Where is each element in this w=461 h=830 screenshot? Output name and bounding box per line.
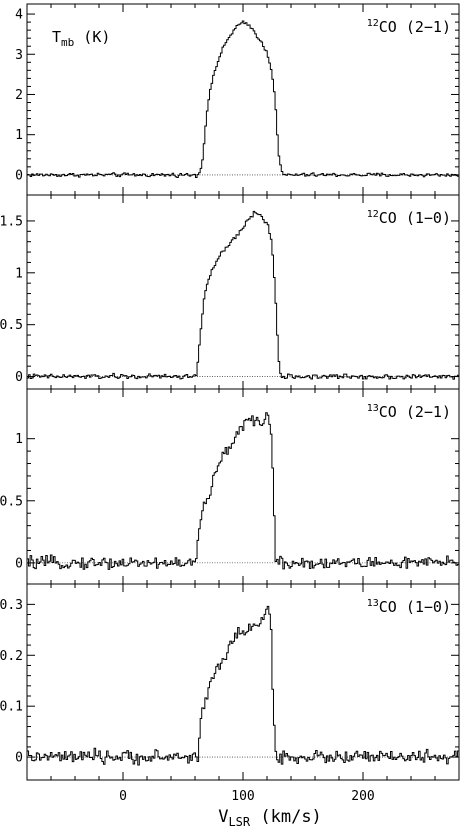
y-tick-label: 0 — [15, 556, 23, 571]
y-tick-label: 1.5 — [0, 214, 23, 229]
spectrum-line — [27, 412, 459, 570]
panel-2: 0 0.5 1 1.5 12CO (1−0) — [0, 194, 460, 390]
y-tick-label: 3 — [15, 48, 23, 63]
y-tick-label: 1 — [15, 128, 23, 143]
series-label: 13CO (2−1) — [367, 403, 451, 421]
y-tick-label: 2 — [15, 88, 23, 103]
y-tick-label: 1 — [15, 266, 23, 281]
y-tick-label: 0 — [15, 751, 23, 766]
series-label: 12CO (2−1) — [367, 18, 451, 36]
spectrum-line — [27, 210, 459, 380]
spectrum-line — [27, 20, 459, 179]
series-label: 13CO (1−0) — [367, 598, 451, 616]
y-tick-label: 0.1 — [0, 700, 23, 715]
x-axis-title: VLSR (km/s) — [218, 807, 322, 829]
panel-4: 0 0.1 0.2 0.3 13CO (1−0) — [0, 583, 460, 781]
y-tick-label: 0.2 — [0, 649, 23, 664]
x-tick-label: 100 — [231, 789, 254, 804]
panel-3: 0 0.5 1 13CO (2−1) — [0, 388, 460, 585]
y-tick-label: 0 — [15, 168, 23, 183]
x-tick-label: 200 — [351, 789, 374, 804]
x-tick-label: 0 — [119, 789, 127, 804]
y-tick-label: 1 — [15, 432, 23, 447]
y-tick-label: 0.5 — [0, 494, 23, 509]
y-tick-label: 0.5 — [0, 318, 23, 333]
y-tick-label: 4 — [15, 8, 23, 23]
y-axis-title: Tmb (K) — [52, 28, 110, 49]
y-tick-label: 0 — [15, 370, 23, 385]
y-tick-label: 0.3 — [0, 598, 23, 613]
x-axis: 0 100 200 — [119, 789, 375, 804]
panel-stack: 0 1 2 3 4 12CO (2−1) 0 0.5 1 1.5 12CO (1−0) 0 0.5 1 13… — [0, 3, 460, 781]
series-label: 12CO (1−0) — [367, 209, 451, 227]
spectrum-line — [27, 605, 459, 766]
